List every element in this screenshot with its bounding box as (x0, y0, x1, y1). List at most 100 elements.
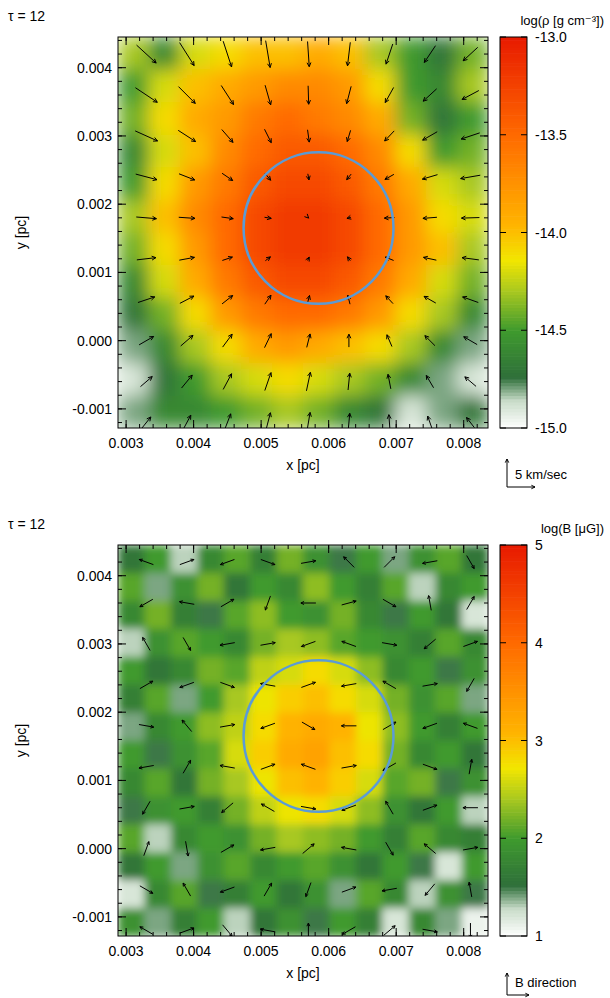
heat-cell (211, 298, 242, 331)
heat-cell (118, 880, 145, 909)
vector-arrow (220, 559, 234, 564)
minor-tick (207, 424, 208, 428)
heat-cell (334, 167, 365, 200)
minor-tick (118, 108, 122, 109)
heat-cell (224, 657, 251, 686)
vector-arrow (306, 257, 310, 262)
heat-cell (356, 880, 383, 909)
minor-tick (180, 37, 181, 41)
vector-arrow (347, 130, 351, 141)
heat-cell (382, 824, 409, 853)
vector-arrow (222, 296, 233, 304)
minor-tick (247, 37, 248, 41)
heat-cell (144, 573, 171, 602)
heat-cell (409, 657, 436, 686)
vector-arrow (140, 927, 153, 935)
heat-cell (462, 545, 488, 574)
minor-tick (207, 545, 208, 549)
vector-arrow (467, 597, 475, 610)
minor-tick (118, 149, 122, 150)
heat-cell (365, 298, 396, 331)
y-tick (118, 848, 126, 849)
minor-tick (484, 122, 488, 123)
x-tick (328, 928, 329, 936)
heat-cell (171, 685, 198, 714)
minor-tick (220, 545, 221, 549)
minor-tick (423, 932, 424, 936)
heat-cell (457, 298, 488, 331)
vector-arrow (346, 86, 351, 103)
heat-cell (118, 908, 145, 936)
vector-arrow (143, 801, 151, 814)
y-tick (480, 848, 488, 849)
y-tick-label: 0.004 (77, 60, 112, 76)
x-tick (261, 37, 262, 45)
vector-arrow (385, 131, 395, 141)
vector-arrow (265, 334, 272, 348)
heat-cell (303, 37, 334, 70)
heat-cell (409, 852, 436, 881)
heat-cell (409, 685, 436, 714)
heat-cell (250, 573, 277, 602)
vector-arrow (183, 637, 191, 650)
vector-arrow (386, 842, 394, 855)
y-tick (480, 340, 488, 341)
x-tick-label: 0.004 (176, 943, 211, 959)
minor-tick (484, 548, 488, 549)
heat-cell (118, 330, 149, 363)
heat-cell (180, 395, 211, 428)
minor-tick (484, 422, 488, 423)
minor-tick (484, 903, 488, 904)
minor-tick (484, 313, 488, 314)
minor-tick (118, 217, 122, 218)
heat-cell (144, 601, 171, 630)
heat-cell (462, 824, 488, 853)
vector-arrow (463, 641, 477, 646)
heat-cell (180, 167, 211, 200)
heat-cell (272, 233, 303, 266)
minor-tick (355, 424, 356, 428)
heat-cell (211, 102, 242, 135)
minor-tick (118, 81, 122, 82)
x-tick-label: 0.005 (244, 435, 279, 451)
y-tick-label: 0.003 (77, 636, 112, 652)
vector-arrow (140, 886, 153, 894)
minor-tick (315, 545, 316, 549)
vector-arrow (385, 44, 392, 64)
vector-arrow (186, 841, 190, 856)
x-tick-label: 0.006 (311, 943, 346, 959)
vector-arrow (463, 723, 477, 728)
heat-cell (197, 657, 224, 686)
x-tick (463, 928, 464, 936)
x-axis-title: x [pc] (286, 965, 319, 981)
heat-cell (435, 768, 462, 797)
colorbar-tick-label: -15.0 (535, 420, 567, 436)
minor-tick (288, 424, 289, 428)
y-tick-label: 0.000 (77, 333, 112, 349)
heat-cell (180, 200, 211, 233)
heat-cell (365, 102, 396, 135)
minor-tick (301, 37, 302, 41)
vector-arrow (136, 174, 157, 180)
heat-cell (149, 233, 180, 266)
vector-arrow (265, 596, 270, 610)
heat-cell (118, 102, 149, 135)
frame (118, 545, 488, 936)
heat-cell (250, 601, 277, 630)
vector-arrow (469, 923, 472, 936)
heat-cell (303, 265, 334, 298)
minor-tick (166, 37, 167, 41)
heat-cell (303, 330, 334, 363)
vector-arrow (342, 927, 355, 935)
heat-cell (356, 601, 383, 630)
heat-cell (118, 363, 149, 396)
heat-cell (462, 713, 488, 742)
minor-tick (118, 258, 122, 259)
minor-tick (484, 725, 488, 726)
vector-arrow (266, 41, 272, 68)
heat-cell (329, 908, 356, 936)
minor-tick (118, 163, 122, 164)
vector-arrow (264, 883, 272, 896)
minor-tick (118, 327, 122, 328)
heat-cell (457, 200, 488, 233)
